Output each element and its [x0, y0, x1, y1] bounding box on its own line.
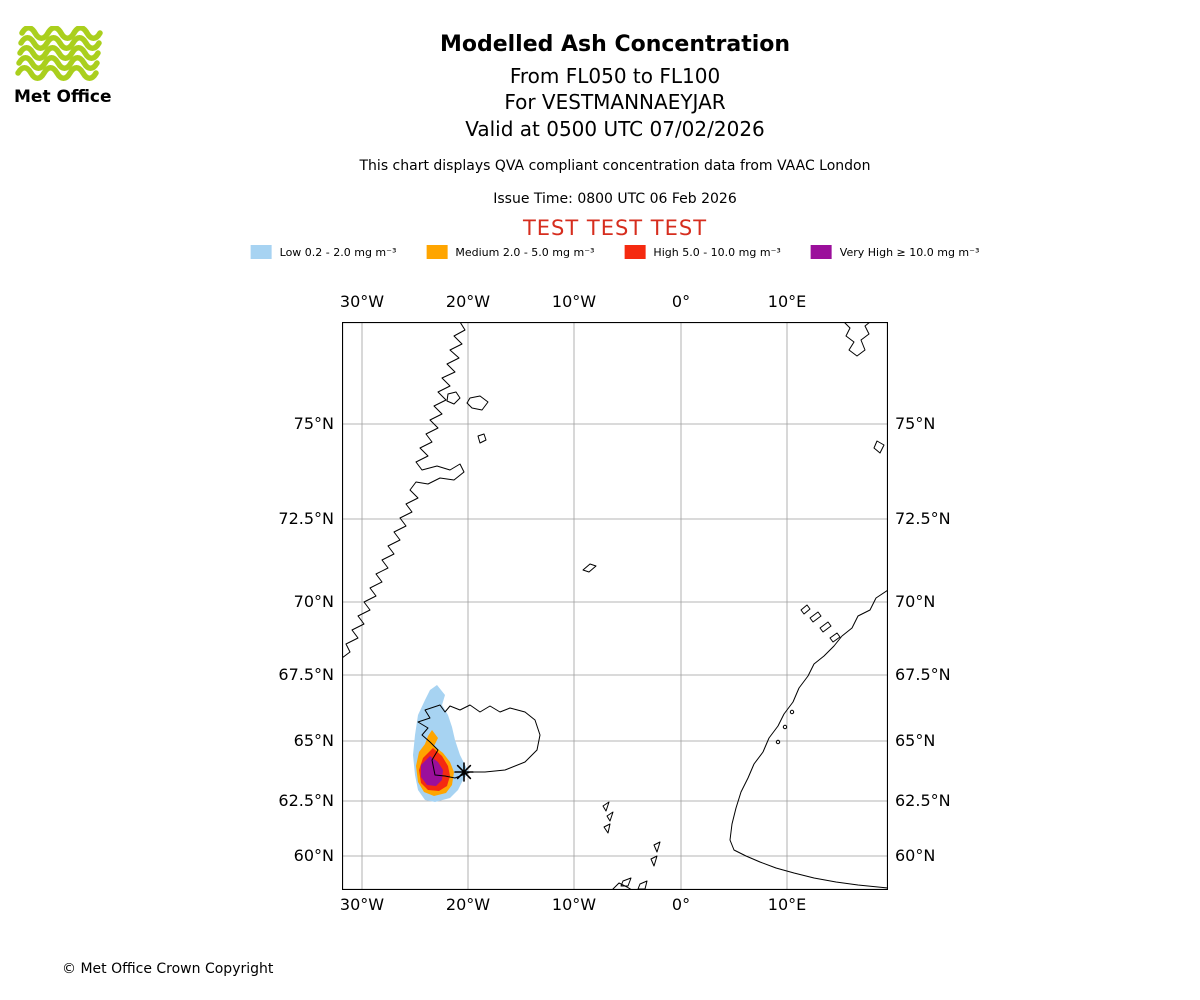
lat-tick-right-65: 65°N: [895, 731, 936, 750]
legend-label-low: Low 0.2 - 2.0 mg m⁻³: [279, 245, 397, 259]
faroe-island-2: [606, 811, 614, 822]
lon-tick-top-10w: 10°W: [551, 292, 597, 311]
lat-tick-right-67-5: 67.5°N: [895, 665, 951, 684]
lat-tick-left-65: 65°N: [293, 731, 334, 750]
norway-islet-3: [775, 739, 781, 745]
lat-tick-left-75: 75°N: [293, 414, 334, 433]
location-line: For VESTMANNAEYJAR: [504, 90, 726, 114]
lat-tick-right-60: 60°N: [895, 846, 936, 865]
lat-tick-left-70: 70°N: [293, 592, 334, 611]
lat-tick-right-72-5: 72.5°N: [895, 509, 951, 528]
map-svg: [341, 321, 889, 891]
lofoten-island-2: [819, 621, 832, 633]
coastline-jan-mayen: [582, 563, 597, 573]
volcano-marker-icon: [454, 762, 474, 782]
copyright-notice: © Met Office Crown Copyright: [62, 961, 274, 977]
met-office-logo: Met Office: [14, 25, 112, 107]
lon-tick-bottom-10w: 10°W: [551, 895, 597, 914]
coastlines: [341, 321, 889, 891]
test-banner: TEST TEST TEST: [522, 216, 708, 240]
greenland-island-3: [477, 433, 487, 444]
logo-waves-icon: [15, 25, 103, 81]
map-border: [341, 321, 889, 891]
greenland-island-1: [446, 391, 461, 405]
coastline-svalbard: [843, 321, 871, 357]
lofoten-island-1: [809, 611, 822, 623]
lofoten-island-3: [829, 632, 841, 643]
bear-island: [873, 440, 885, 454]
greenland-island-2: [466, 395, 489, 411]
issue-time: Issue Time: 0800 UTC 06 Feb 2026: [493, 191, 737, 207]
flight-levels-line: From FL050 to FL100: [509, 64, 721, 88]
ash-very-high-polygon: [421, 756, 443, 786]
legend-item-very-high: Very High ≥ 10.0 mg m⁻³: [810, 245, 980, 259]
logo-text: Met Office: [14, 87, 112, 107]
lat-tick-right-75: 75°N: [895, 414, 936, 433]
lon-tick-bottom-20w: 20°W: [445, 895, 491, 914]
lon-tick-bottom-10e: 10°E: [767, 895, 807, 914]
legend-label-medium: Medium 2.0 - 5.0 mg m⁻³: [455, 245, 595, 259]
lon-tick-top-0: 0°: [671, 292, 691, 311]
chart-description: This chart displays QVA compliant concen…: [359, 158, 871, 174]
norway-islet-2: [782, 724, 788, 730]
ash-plume: [413, 685, 469, 802]
lon-tick-top-20w: 20°W: [445, 292, 491, 311]
legend-item-low: Low 0.2 - 2.0 mg m⁻³: [250, 245, 397, 259]
map-frame: [341, 321, 889, 891]
lat-tick-left-72-5: 72.5°N: [278, 509, 334, 528]
legend-item-medium: Medium 2.0 - 5.0 mg m⁻³: [426, 245, 594, 259]
legend-item-high: High 5.0 - 10.0 mg m⁻³: [624, 245, 781, 259]
lat-tick-right-70: 70°N: [895, 592, 936, 611]
valid-time-line: Valid at 0500 UTC 07/02/2026: [465, 117, 765, 141]
lofoten-island-4: [800, 604, 811, 615]
legend-swatch-high: [624, 245, 646, 259]
norway-islet-1: [789, 709, 795, 715]
legend-label-very-high: Very High ≥ 10.0 mg m⁻³: [839, 245, 980, 259]
coastline-iceland: [417, 704, 541, 779]
faroe-island-1: [602, 801, 610, 812]
page-title: Modelled Ash Concentration: [439, 32, 791, 57]
legend: Low 0.2 - 2.0 mg m⁻³ Medium 2.0 - 5.0 mg…: [250, 245, 980, 259]
lat-tick-left-67-5: 67.5°N: [278, 665, 334, 684]
shetland-island-2: [650, 855, 658, 867]
orkney-island-2: [637, 880, 648, 890]
faroe-island-3: [603, 823, 611, 834]
legend-label-high: High 5.0 - 10.0 mg m⁻³: [653, 245, 781, 259]
lon-tick-bottom-30w: 30°W: [339, 895, 385, 914]
legend-swatch-very-high: [810, 245, 832, 259]
legend-swatch-medium: [426, 245, 448, 259]
coastline-scotland: [611, 882, 633, 891]
lon-tick-top-30w: 30°W: [339, 292, 385, 311]
lat-tick-left-60: 60°N: [293, 846, 334, 865]
coastline-greenland: [341, 321, 466, 659]
coastline-norway: [729, 589, 889, 889]
shetland-island-1: [653, 841, 661, 853]
legend-swatch-low: [250, 245, 272, 259]
lon-tick-bottom-0: 0°: [671, 895, 691, 914]
lat-tick-left-62-5: 62.5°N: [278, 791, 334, 810]
lon-tick-top-10e: 10°E: [767, 292, 807, 311]
lat-tick-right-62-5: 62.5°N: [895, 791, 951, 810]
